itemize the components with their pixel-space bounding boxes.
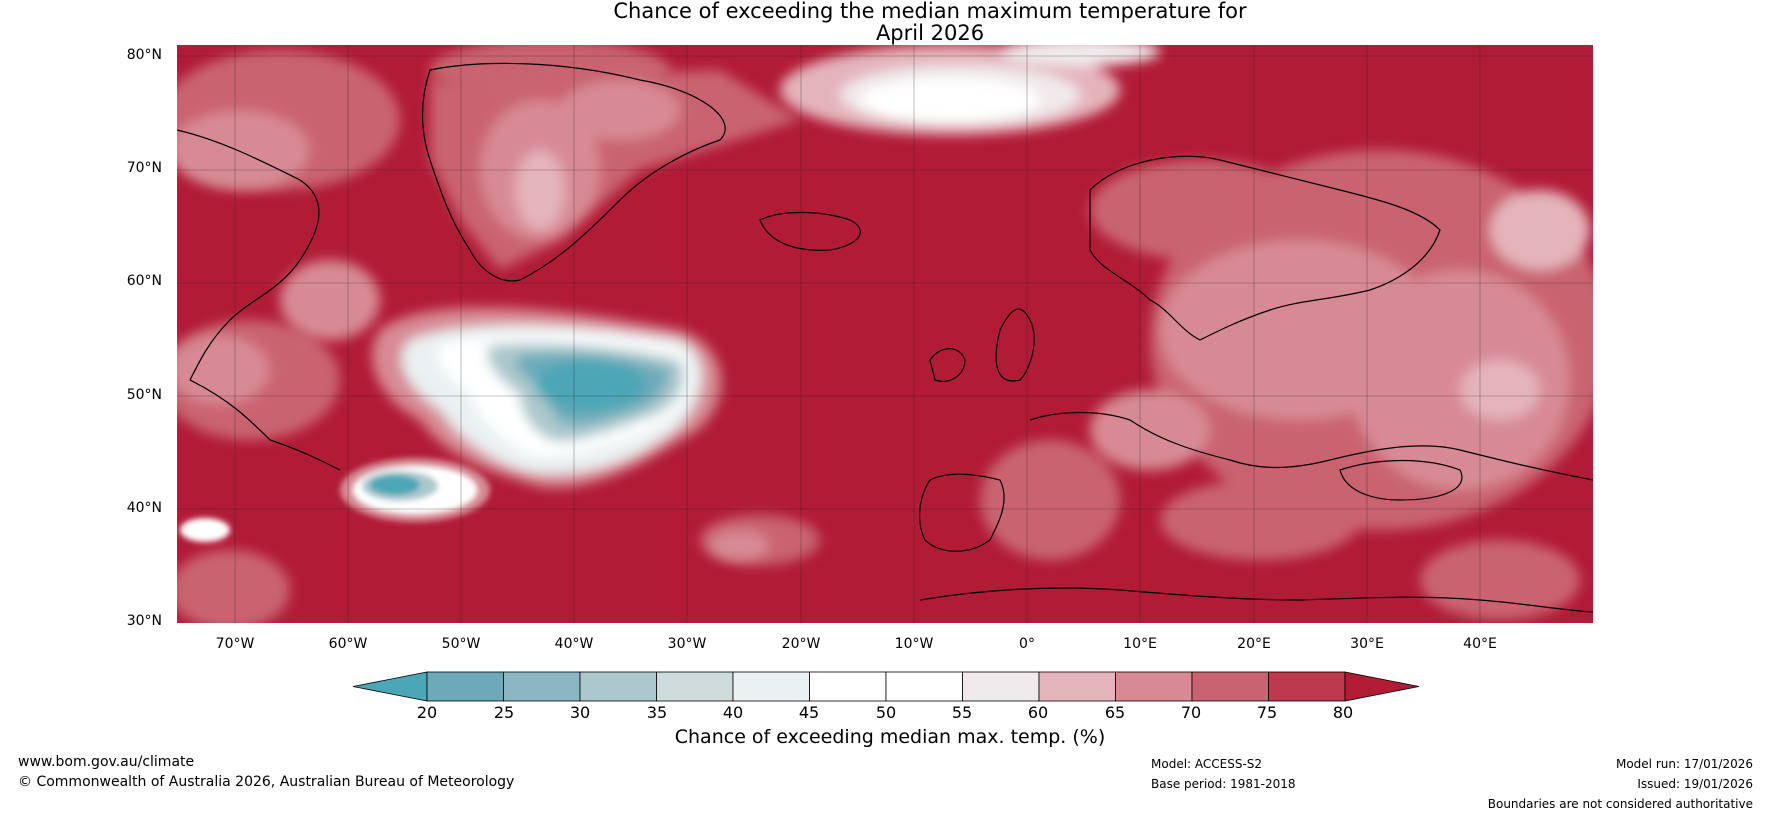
lon-label: 20°E: [1237, 636, 1271, 652]
lat-label: 50°N: [126, 387, 162, 403]
colorbar-tick: 60: [1027, 703, 1049, 722]
lat-label: 80°N: [126, 47, 162, 63]
colorbar-tick: 45: [798, 703, 820, 722]
lon-label: 70°W: [215, 636, 255, 652]
colorbar-swatch: [426, 671, 504, 702]
colorbar: [352, 671, 1420, 702]
anomaly-labrador-sea: [372, 307, 722, 488]
colorbar-tick: 55: [951, 703, 973, 722]
colorbar-tick: 40: [722, 703, 744, 722]
footer-issued: Issued: 19/01/2026: [1637, 777, 1753, 791]
anomaly-greenland-sea: [780, 45, 1160, 135]
colorbar-swatch: [809, 671, 887, 702]
colorbar-swatch: [885, 671, 963, 702]
anomaly-europe: [980, 150, 1593, 620]
lon-label: 10°W: [894, 636, 934, 652]
graticule: [177, 45, 1593, 623]
footer-base-period: Base period: 1981-2018: [1151, 777, 1296, 791]
colorbar-extend-low: [352, 671, 428, 702]
lat-label: 60°N: [126, 273, 162, 289]
footer-model-run: Model run: 17/01/2026: [1615, 757, 1753, 771]
colorbar-swatch: [656, 671, 734, 702]
colorbar-tick: 20: [416, 703, 438, 722]
lat-label: 40°N: [126, 500, 162, 516]
colorbar-tick: 50: [875, 703, 897, 722]
colorbar-label: Chance of exceeding median max. temp. (%…: [674, 726, 1106, 748]
colorbar-extend-high: [1344, 671, 1420, 702]
colorbar-swatch: [503, 671, 581, 702]
lon-label: 60°W: [328, 636, 368, 652]
footer-disclaimer: Boundaries are not considered authoritat…: [1487, 797, 1753, 811]
colorbar-swatch: [1038, 671, 1116, 702]
colorbar-tick: 80: [1332, 703, 1354, 722]
lon-label: 50°W: [441, 636, 481, 652]
colorbar-swatch: [1268, 671, 1346, 702]
colorbar-tick: 35: [646, 703, 668, 722]
colorbar-swatch: [962, 671, 1040, 702]
lon-label: 30°E: [1350, 636, 1384, 652]
anomaly-nova-scotia: [180, 458, 490, 542]
lon-label: 10°E: [1123, 636, 1157, 652]
lat-label: 30°N: [126, 613, 162, 629]
colorbar-tick: 65: [1104, 703, 1126, 722]
colorbar-swatch: [732, 671, 810, 702]
lon-label: 0°: [1019, 636, 1035, 652]
colorbar-tick: 70: [1180, 703, 1202, 722]
footer-copyright: © Commonwealth of Australia 2026, Austra…: [18, 774, 515, 790]
colorbar-tick: 30: [569, 703, 591, 722]
lon-label: 30°W: [667, 636, 707, 652]
chart-title-line2: April 2026: [875, 21, 985, 45]
colorbar-tick: 25: [493, 703, 515, 722]
footer-model: Model: ACCESS-S2: [1151, 757, 1263, 771]
colorbar-swatch: [1115, 671, 1193, 702]
colorbar-tick: 75: [1256, 703, 1278, 722]
footer-url[interactable]: www.bom.gov.au/climate: [18, 754, 195, 770]
colorbar-swatch: [579, 671, 657, 702]
colorbar-swatch: [1191, 671, 1269, 702]
chart-title-line1: Chance of exceeding the median maximum t…: [613, 0, 1247, 23]
lat-label: 70°N: [126, 160, 162, 176]
lon-label: 20°W: [781, 636, 821, 652]
lon-label: 40°W: [554, 636, 594, 652]
lon-label: 40°E: [1463, 636, 1497, 652]
